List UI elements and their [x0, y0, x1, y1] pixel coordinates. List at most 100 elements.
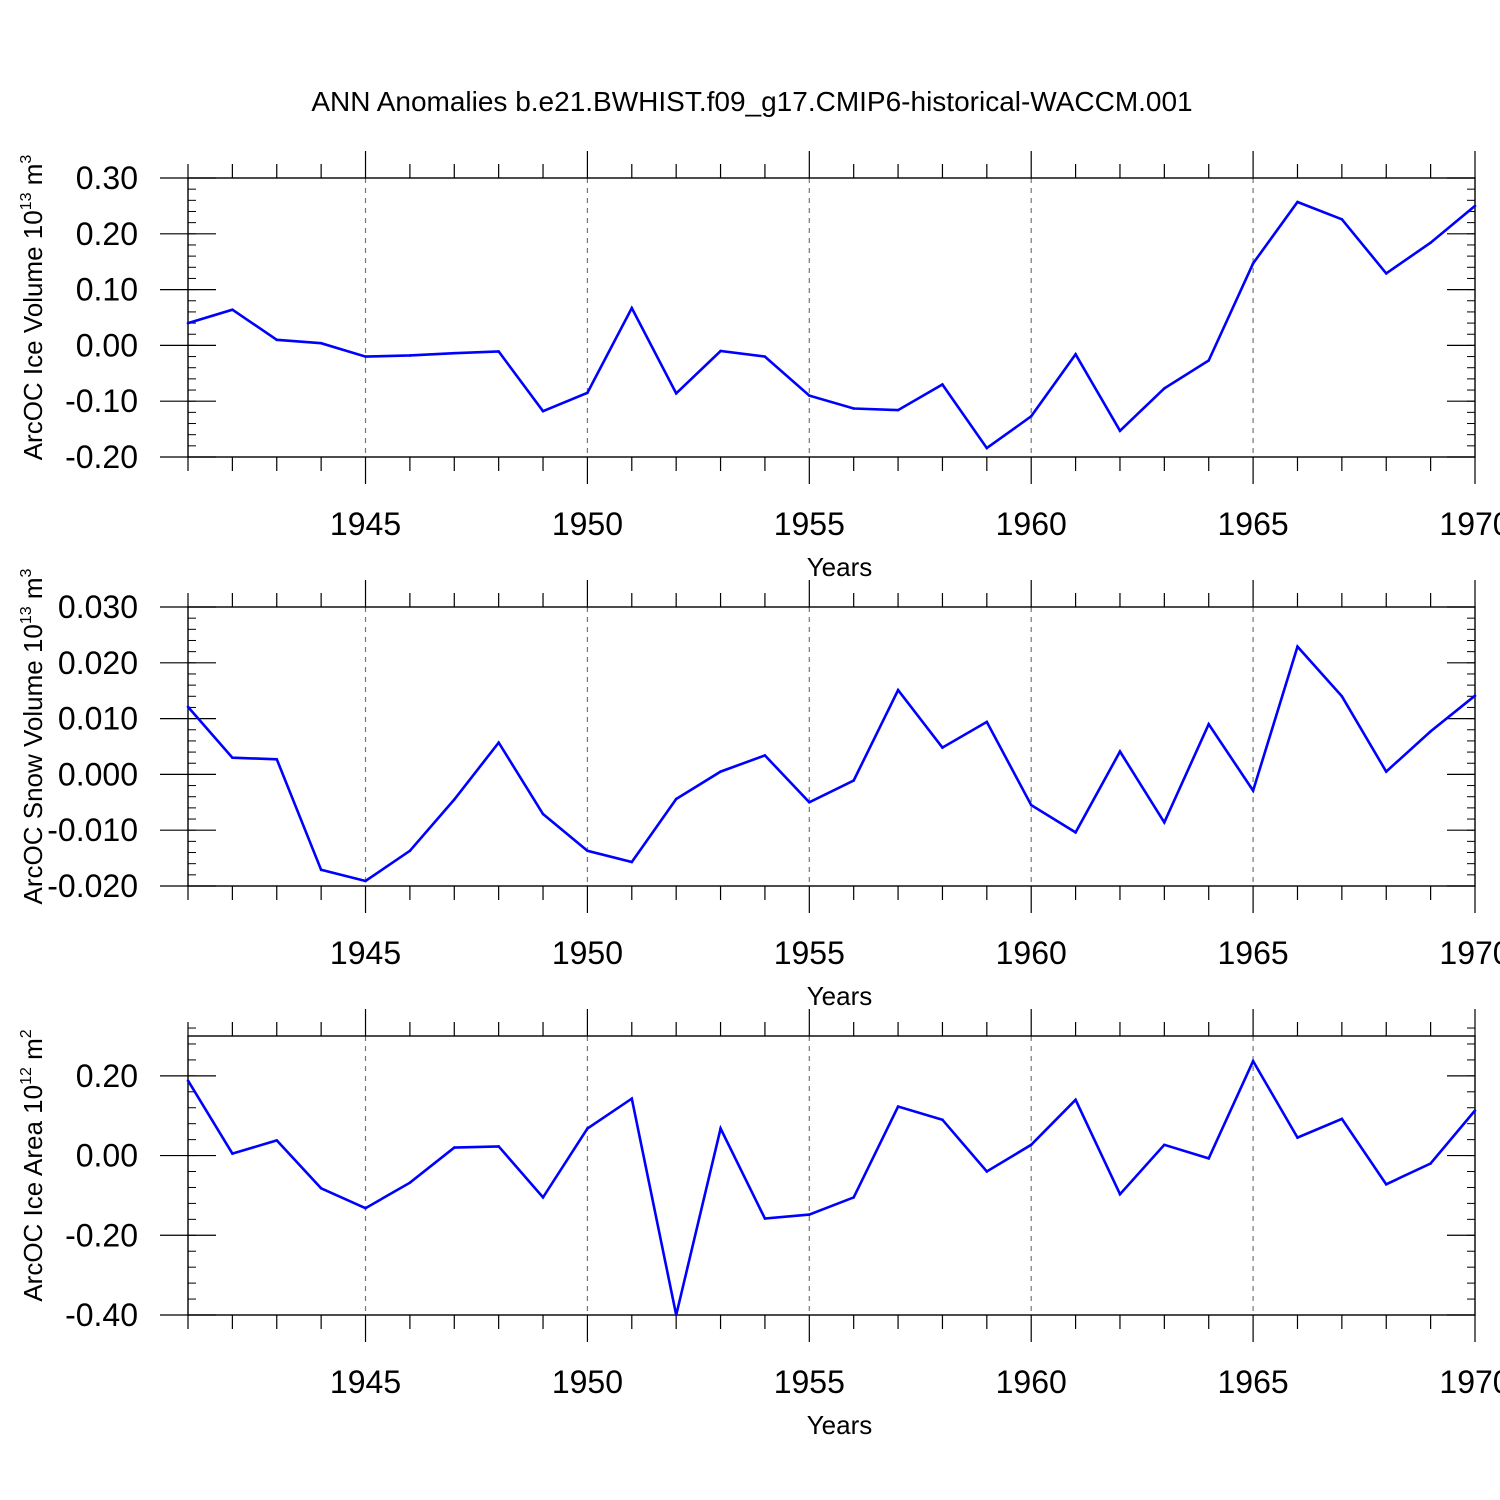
y-axis-label-text: ArcOC Ice Volume 10 [18, 210, 48, 460]
data-point [231, 1152, 234, 1155]
data-point [630, 1097, 634, 1100]
data-point [1207, 359, 1211, 362]
data-point [319, 868, 323, 872]
y-tick-label: 0.20 [76, 216, 138, 252]
panel-ice-volume: -0.20 -0.10 0.00 0.10 0.20 0.30 1945 1950 1955 19… [18, 151, 1500, 582]
y-tick-label: 0.010 [58, 701, 138, 737]
x-tick-label: 1960 [996, 506, 1067, 542]
x-tick-label: 1960 [996, 1364, 1067, 1400]
data-point [1251, 789, 1255, 792]
data-point [1029, 803, 1033, 807]
data-point [586, 849, 589, 853]
data-point [808, 1213, 811, 1216]
y-axis-label-unit: m [18, 1038, 48, 1067]
data-point [1429, 1162, 1432, 1165]
x-tick-label: 1950 [552, 1364, 623, 1400]
y-tick-label: -0.10 [65, 383, 138, 419]
data-point [1163, 387, 1166, 390]
x-tick-label: 1965 [1218, 1364, 1289, 1400]
data-point [1029, 1143, 1033, 1147]
data-point [364, 355, 367, 358]
data-point [1118, 1192, 1122, 1196]
data-point [1251, 262, 1255, 265]
data-point [497, 741, 500, 744]
y-tick-label: -0.40 [65, 1297, 138, 1333]
data-point [541, 409, 545, 413]
data-point [1296, 200, 1299, 204]
y-tick-label: 0.00 [76, 327, 138, 363]
figure-title: ANN Anomalies b.e21.BWHIST.f09_g17.CMIP6… [311, 86, 1192, 117]
panel-snow-volume: -0.020 -0.010 0.000 0.010 0.020 0.030 1945 1950… [18, 568, 1500, 1011]
y-axis-label: ArcOC Snow Volume 1013 m3 [18, 568, 48, 904]
data-point [186, 705, 190, 709]
x-axis-label: Years [807, 981, 873, 1011]
data-point [1340, 694, 1344, 698]
y-tick-label: 0.00 [76, 1138, 138, 1174]
data-point [763, 754, 767, 757]
data-point [452, 798, 456, 801]
data-point [1384, 1182, 1388, 1186]
data-point [452, 351, 456, 355]
data-point [1029, 414, 1033, 418]
data-point [941, 746, 944, 749]
data-point [497, 350, 500, 353]
y-tick-label: -0.010 [47, 812, 138, 848]
data-point [1251, 1059, 1255, 1063]
data-point [319, 1186, 323, 1190]
data-point [541, 1196, 545, 1199]
series-line [187, 644, 1476, 883]
x-tick-label: 1945 [330, 935, 401, 971]
data-point [1207, 1157, 1211, 1160]
y-tick-label: 0.030 [58, 589, 138, 625]
data-point [408, 849, 412, 853]
y-tick-label: -0.20 [65, 439, 138, 475]
data-point [1118, 429, 1122, 433]
y-axis-label-unit-exponent: 3 [18, 155, 35, 164]
data-point [1074, 1098, 1077, 1102]
data-point [1074, 831, 1077, 834]
data-point [852, 407, 855, 410]
x-tick-label: 1955 [774, 506, 845, 542]
data-point [896, 688, 900, 692]
y-axis-label-text: ArcOC Snow Volume 10 [18, 624, 48, 904]
y-axis-label-exponent: 12 [18, 1067, 35, 1085]
data-point [275, 758, 279, 761]
data-point [1207, 722, 1211, 726]
data-point [231, 308, 234, 311]
data-point [452, 1146, 456, 1149]
x-tick-label: 1970 [1439, 1364, 1500, 1400]
panel-ice-area: -0.40 -0.20 0.00 0.20 1945 1950 1955 1960 1965 19… [18, 1009, 1500, 1440]
y-axis-label-exponent: 13 [18, 192, 35, 210]
data-point [586, 1127, 589, 1130]
data-point [941, 1118, 944, 1121]
data-point [763, 355, 767, 358]
data-point [719, 1127, 722, 1130]
y-axis-label-unit: m [18, 577, 48, 606]
x-tick-label: 1970 [1439, 506, 1500, 542]
data-point [1473, 204, 1477, 208]
data-point [1473, 694, 1477, 698]
x-tick-label: 1965 [1218, 935, 1289, 971]
y-tick-label: 0.30 [76, 160, 138, 196]
data-point [674, 1313, 678, 1317]
data-point [719, 770, 722, 773]
data-point [1340, 217, 1344, 221]
x-tick-label: 1955 [774, 935, 845, 971]
data-point [1384, 272, 1388, 275]
data-point [808, 394, 811, 397]
x-axis-label: Years [807, 1410, 873, 1440]
data-point [719, 349, 722, 353]
plot-frame [187, 1035, 1476, 1316]
x-tick-label: 1950 [552, 935, 623, 971]
data-point [408, 1181, 412, 1184]
x-tick-label: 1960 [996, 935, 1067, 971]
data-point [586, 391, 589, 395]
data-point [1340, 1117, 1344, 1121]
data-point [630, 860, 634, 864]
data-point [674, 797, 678, 801]
data-point [541, 812, 545, 816]
data-point [1384, 770, 1388, 773]
data-point [808, 801, 811, 804]
data-point [1163, 821, 1166, 824]
